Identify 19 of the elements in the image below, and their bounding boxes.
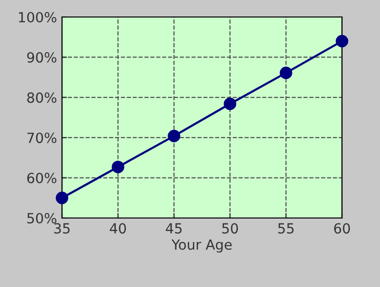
- y-tick-label: 100%: [18, 12, 56, 22]
- x-tick-label: 50: [222, 223, 238, 234]
- y-tick-label: 50%: [27, 212, 56, 224]
- x-tick-label: 60: [334, 223, 350, 234]
- x-tick-label: 45: [166, 223, 182, 234]
- x-tick-label: 35: [54, 223, 70, 234]
- y-tick-label: 70%: [27, 132, 56, 144]
- y-tick-label: 80%: [27, 92, 56, 103]
- y-tick-label: 90%: [27, 52, 56, 63]
- x-axis-title: Your Age: [172, 240, 232, 253]
- x-tick-label: 55: [278, 223, 294, 234]
- point: [224, 98, 236, 110]
- point: [168, 130, 180, 142]
- point: [280, 66, 292, 80]
- point: [112, 160, 124, 174]
- y-tick-label: 60%: [27, 172, 56, 184]
- point: [56, 192, 68, 204]
- point: [336, 34, 348, 48]
- x-tick-label: 40: [110, 223, 126, 234]
